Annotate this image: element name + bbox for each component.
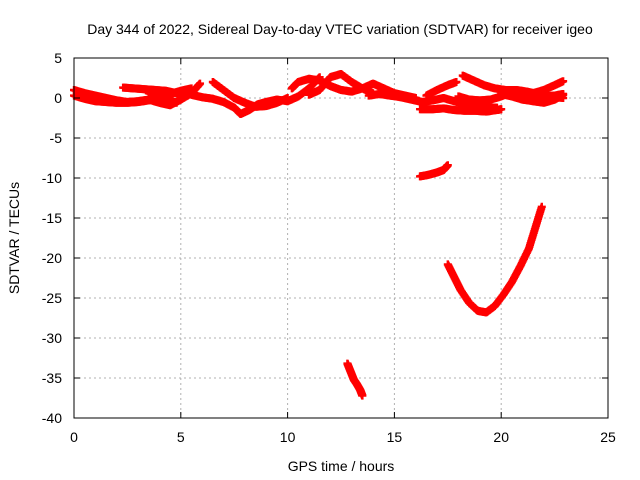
data-point-marker <box>283 94 292 102</box>
chart-title: Day 344 of 2022, Sidereal Day-to-day VTE… <box>87 21 593 37</box>
data-series <box>70 70 568 400</box>
y-tick-label: 0 <box>54 90 62 106</box>
y-tick-label: -5 <box>50 130 63 146</box>
data-point-marker <box>172 98 181 107</box>
data-point-marker <box>497 105 506 114</box>
series-track-o <box>518 77 568 101</box>
x-tick-label: 5 <box>177 429 185 445</box>
series-track-k <box>422 78 461 100</box>
y-tick-label: -20 <box>42 250 62 266</box>
y-axis-label: SDTVAR / TECUs <box>6 182 22 294</box>
grid-lines <box>74 58 608 418</box>
y-tick-label: -30 <box>42 330 62 346</box>
data-point-marker <box>537 202 546 211</box>
y-tick-label: -15 <box>42 210 62 226</box>
x-tick-label: 20 <box>493 429 509 445</box>
series-track-n <box>497 90 568 107</box>
plot-border <box>73 57 609 419</box>
series-track-i <box>364 90 501 112</box>
data-point-marker <box>559 90 568 99</box>
x-axis-label: GPS time / hours <box>288 458 395 474</box>
series-track-f <box>208 78 292 111</box>
y-tick-label: -10 <box>42 170 62 186</box>
series-v-arc <box>443 202 546 317</box>
series-segment-13h <box>343 359 367 400</box>
series-segment-16h <box>416 161 452 181</box>
x-tick-label: 0 <box>70 429 78 445</box>
y-tick-label: 5 <box>54 50 62 66</box>
x-tick-label: 15 <box>387 429 403 445</box>
data-point-marker <box>196 79 205 88</box>
data-point-marker <box>559 77 568 86</box>
data-point-marker <box>452 78 461 86</box>
axis-ticks: 0 5 10 15 20 25 5 0 -5 -10 -15 -20 -25 -30 -35 -40 <box>42 50 616 445</box>
series-track-j <box>416 104 506 116</box>
data-point-marker <box>443 161 452 170</box>
data-point-marker <box>358 391 367 400</box>
series-track-h <box>304 70 378 99</box>
x-tick-label: 10 <box>280 429 296 445</box>
y-tick-label: -35 <box>42 370 62 386</box>
x-tick-label: 25 <box>600 429 616 445</box>
y-tick-label: -40 <box>42 410 62 426</box>
y-tick-label: -25 <box>42 290 62 306</box>
series-track-d <box>144 89 181 107</box>
